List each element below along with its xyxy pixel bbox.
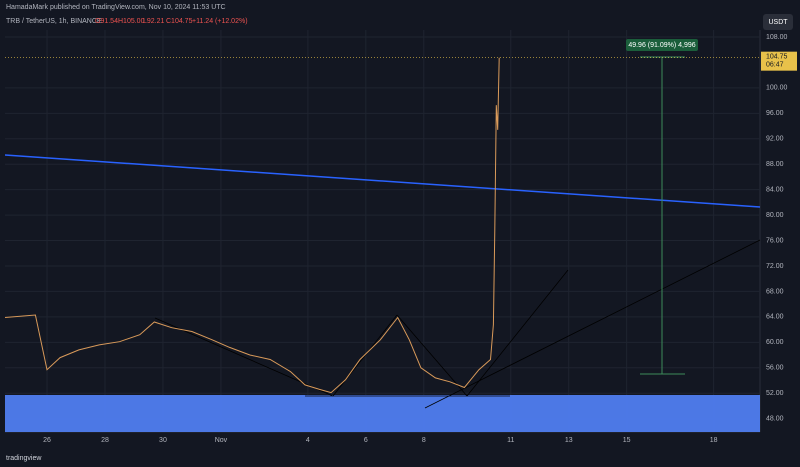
x-tick-label: 18	[710, 437, 718, 444]
ohlc-close: C104.75	[166, 18, 193, 25]
y-tick-label: 88.00	[766, 161, 784, 168]
pattern-lines	[154, 239, 761, 409]
x-tick-label: 15	[623, 437, 631, 444]
x-tick-label: 4	[306, 437, 310, 444]
symbol: TRB / TetherUS, 1h, BINANCE	[6, 18, 102, 25]
ohlc-change: +11.24 (+12.02%)	[192, 18, 248, 25]
currency-box[interactable]	[763, 14, 793, 30]
y-tick-label: 80.00	[766, 212, 784, 219]
x-tick-label: 13	[565, 437, 573, 444]
y-tick-label: 52.00	[766, 390, 784, 397]
y-tick-label: 64.00	[766, 314, 784, 321]
y-tick-label: 68.00	[766, 288, 784, 295]
support-zone	[5, 395, 760, 432]
ohlc-open: O91.54	[95, 18, 118, 25]
y-tick-label: 56.00	[766, 365, 784, 372]
x-tick-label: 28	[101, 437, 109, 444]
y-tick-label: 48.00	[766, 415, 784, 422]
y-tick-label: 100.00	[766, 85, 788, 92]
x-tick-label: 8	[422, 437, 426, 444]
measure-label: 49.96 (91.09%) 4,996	[628, 42, 695, 49]
last-price-box	[761, 51, 797, 71]
countdown: 06:47	[766, 62, 784, 69]
currency[interactable]: USDT	[768, 19, 788, 26]
y-tick-label: 84.00	[766, 186, 784, 193]
last-price: 104.75	[766, 54, 788, 61]
footer-brand: tradingview	[6, 455, 42, 462]
y-tick-label: 96.00	[766, 110, 784, 117]
y-tick-label: 76.00	[766, 237, 784, 244]
x-tick-label: 26	[43, 437, 51, 444]
y-tick-label: 92.00	[766, 136, 784, 143]
y-tick-label: 108.00	[766, 34, 788, 41]
trend-line	[4, 154, 761, 208]
published-note: HamadaMark published on TradingView.com,…	[6, 4, 226, 11]
x-tick-label: 11	[507, 437, 514, 444]
x-tick-label: Nov	[215, 437, 228, 444]
x-tick-label: 6	[364, 437, 368, 444]
y-tick-label: 72.00	[766, 263, 784, 270]
measure-box	[626, 39, 698, 51]
ohlc-high: H105.00	[118, 18, 145, 25]
x-tick-label: 30	[159, 437, 167, 444]
ohlc-low: L92.21	[143, 18, 165, 25]
price-line	[4, 57, 500, 394]
y-tick-label: 60.00	[766, 339, 784, 346]
